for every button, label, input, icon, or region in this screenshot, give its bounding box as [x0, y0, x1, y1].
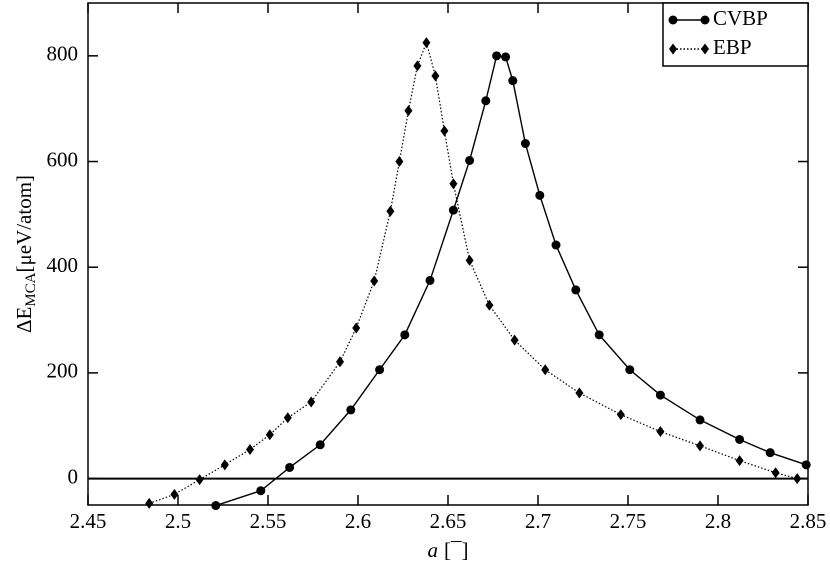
marker — [625, 365, 635, 375]
marker — [145, 497, 154, 509]
y-tick-label: 600 — [47, 147, 79, 171]
y-label-unit: [μeV/atom] — [12, 175, 36, 273]
marker — [793, 473, 802, 485]
marker — [481, 96, 491, 106]
marker — [801, 460, 811, 470]
marker — [400, 330, 410, 340]
marker — [246, 444, 254, 456]
plot-frame — [87, 2, 809, 506]
marker — [448, 205, 458, 215]
marker — [404, 105, 413, 117]
marker — [594, 330, 604, 340]
marker — [375, 365, 385, 375]
legend-box — [662, 2, 809, 67]
series-line — [148, 40, 798, 504]
marker — [352, 322, 361, 334]
marker — [492, 51, 502, 61]
y-tick-label: 200 — [47, 359, 79, 383]
x-tick-label: 2.6 — [345, 509, 371, 533]
x-tick-label: 2.8 — [705, 509, 731, 533]
marker — [735, 455, 744, 467]
marker — [285, 462, 295, 472]
x-tick-label: 2.5 — [165, 509, 191, 533]
marker — [765, 448, 775, 458]
y-tick-label: 400 — [47, 253, 79, 277]
marker — [386, 205, 395, 217]
x-axis-label: a [¯] — [428, 538, 469, 562]
marker — [220, 459, 229, 471]
y-label-sub: MCA — [23, 272, 39, 306]
marker — [256, 486, 266, 496]
x-tick-label: 2.85 — [790, 509, 827, 533]
marker — [170, 488, 179, 500]
marker — [195, 474, 204, 486]
marker — [700, 15, 710, 25]
marker — [465, 254, 474, 266]
marker — [669, 43, 677, 55]
x-label-unit: [¯] — [444, 538, 469, 562]
marker — [395, 156, 404, 168]
marker — [307, 396, 316, 408]
marker — [346, 405, 356, 415]
x-tick-label: 2.65 — [430, 509, 467, 533]
x-tick-label: 2.75 — [610, 509, 647, 533]
marker — [616, 409, 625, 421]
marker — [283, 412, 292, 424]
marker — [501, 52, 511, 62]
marker — [535, 190, 545, 200]
marker — [696, 440, 704, 452]
marker — [431, 70, 440, 82]
marker — [541, 364, 550, 376]
marker — [771, 467, 780, 479]
legend-label: CVBP — [713, 6, 768, 30]
x-tick-label: 2.55 — [250, 509, 287, 533]
legend-label: EBP — [713, 35, 752, 59]
marker — [465, 155, 475, 165]
marker — [551, 240, 561, 250]
marker — [575, 387, 584, 399]
y-tick-label: 800 — [47, 42, 79, 66]
y-axis-label: ΔEMCA[μeV/atom] — [12, 175, 40, 333]
marker — [668, 15, 678, 25]
marker — [520, 139, 530, 149]
marker — [508, 76, 518, 86]
marker — [370, 275, 379, 287]
marker — [422, 37, 431, 49]
marker — [571, 285, 581, 295]
marker — [510, 334, 519, 346]
series-line — [215, 55, 807, 507]
marker — [315, 440, 325, 450]
y-label-main: ΔE — [12, 307, 36, 333]
y-tick-label: 0 — [68, 464, 79, 488]
x-tick-label: 2.45 — [70, 509, 107, 533]
marker — [449, 178, 458, 190]
marker — [440, 125, 449, 137]
marker — [413, 60, 422, 72]
marker — [701, 43, 709, 55]
marker — [656, 426, 665, 438]
marker — [336, 356, 344, 368]
marker — [735, 434, 745, 444]
x-label-main: a — [428, 538, 439, 562]
marker — [695, 415, 705, 425]
marker — [425, 275, 435, 285]
marker — [655, 390, 665, 400]
x-tick-label: 2.7 — [525, 509, 551, 533]
marker — [485, 299, 494, 311]
marker — [265, 429, 274, 441]
